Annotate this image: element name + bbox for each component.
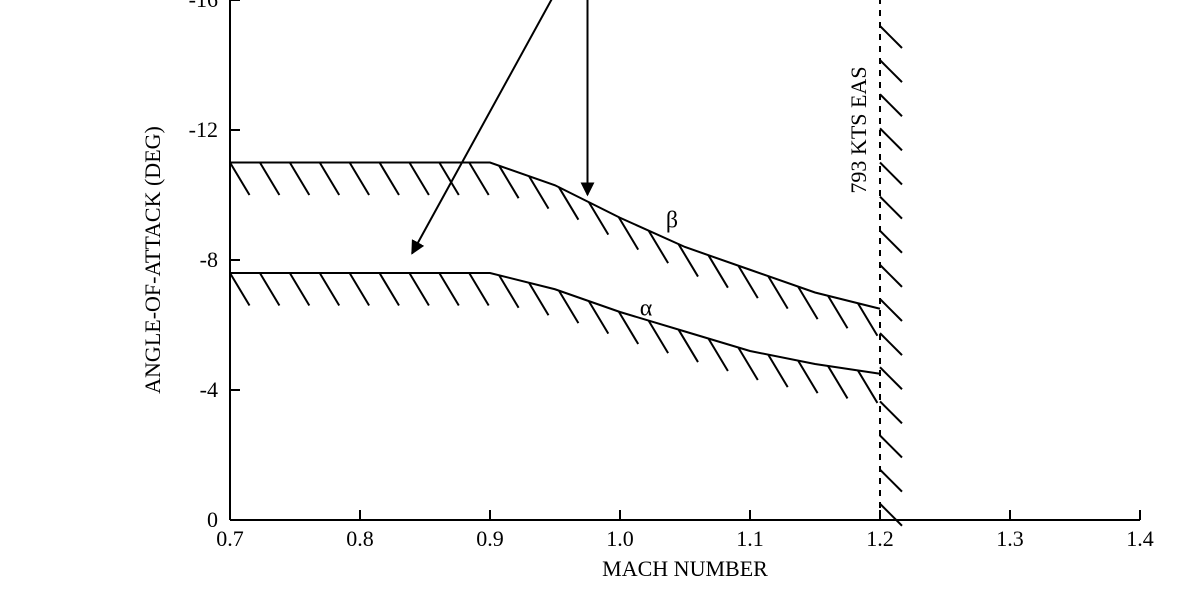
svg-text:-16: -16 <box>189 0 218 12</box>
curve-label-beta: β <box>666 208 678 234</box>
x-axis-label: MACH NUMBER <box>602 556 768 581</box>
chart-svg: 0.7 0.8 0.9 1.0 1.1 1.2 1.3 1.4 MACH NUMBER 0 -4 -8… <box>0 0 1200 600</box>
svg-text:-4: -4 <box>200 377 218 402</box>
curve-label-alpha: α <box>640 295 653 321</box>
svg-text:0.7: 0.7 <box>216 526 244 551</box>
svg-text:1.4: 1.4 <box>1126 526 1154 551</box>
curve-alpha <box>230 273 880 374</box>
hatch-group <box>230 163 877 336</box>
vline-label: 793 KTS EAS <box>846 66 871 193</box>
svg-text:1.1: 1.1 <box>736 526 764 551</box>
hatch-group <box>230 273 877 403</box>
hatch-vline <box>880 26 902 526</box>
svg-text:-12: -12 <box>189 117 218 142</box>
svg-text:0.9: 0.9 <box>476 526 504 551</box>
annotation-arrow-1 <box>412 0 575 254</box>
svg-text:1.3: 1.3 <box>996 526 1024 551</box>
svg-text:1.2: 1.2 <box>866 526 894 551</box>
aoa-mach-chart: 0.7 0.8 0.9 1.0 1.1 1.2 1.3 1.4 MACH NUMBER 0 -4 -8… <box>0 0 1200 600</box>
svg-text:0: 0 <box>207 507 218 532</box>
y-axis-label: ANGLE-OF-ATTACK (DEG) <box>140 126 165 394</box>
svg-text:0.8: 0.8 <box>346 526 374 551</box>
svg-text:1.0: 1.0 <box>606 526 634 551</box>
svg-text:-8: -8 <box>200 247 218 272</box>
